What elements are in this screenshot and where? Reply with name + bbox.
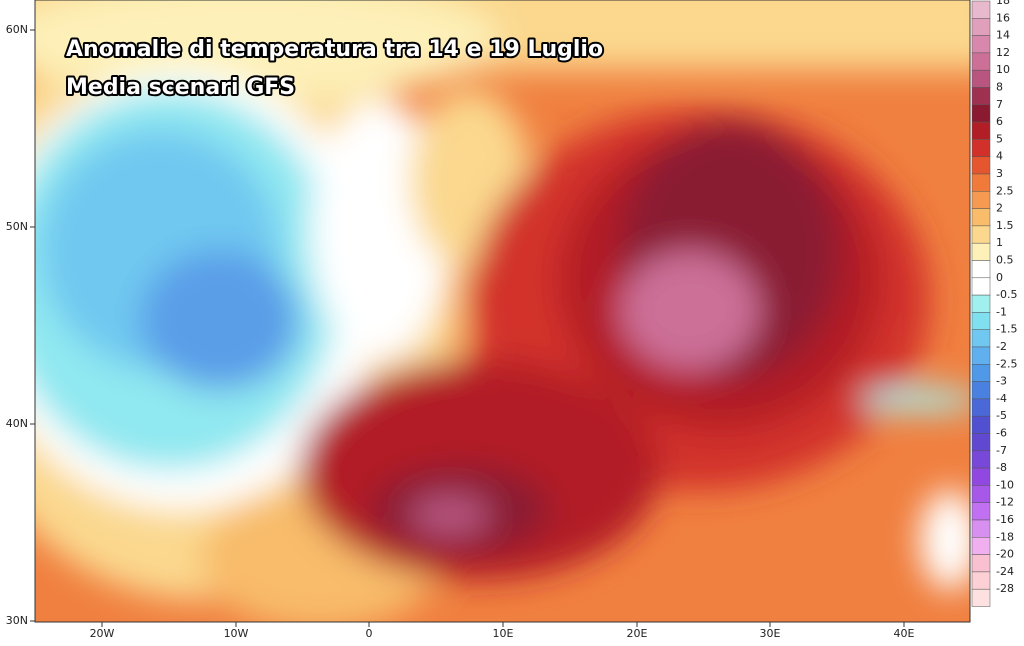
colorbar-box	[971, 537, 991, 555]
map-area	[35, 0, 970, 622]
colorbar-box	[971, 329, 991, 348]
colorbar-box	[971, 277, 991, 296]
colorbar-box	[971, 485, 991, 503]
colorbar-label: 14	[996, 29, 1010, 42]
colorbar-label: 0.5	[996, 254, 1014, 267]
colorbar-label: -1.5	[996, 323, 1017, 336]
colorbar-box	[971, 588, 991, 607]
colorbar-label: -10	[996, 478, 1014, 491]
colorbar-label: 2	[996, 202, 1003, 215]
colorbar-box	[971, 450, 991, 469]
colorbar-box	[971, 35, 991, 54]
colorbar-box	[971, 104, 991, 123]
colorbar-box	[971, 312, 991, 330]
colorbar-box	[971, 467, 991, 486]
colorbar-box	[971, 554, 991, 573]
colorbar-label: -3	[996, 375, 1007, 388]
colorbar-label: -24	[996, 565, 1014, 578]
colorbar-box	[971, 121, 991, 140]
anomaly-field	[35, 0, 970, 622]
lat-label: 50N	[6, 220, 28, 233]
lon-label: 10E	[493, 627, 514, 640]
lat-label: 60N	[6, 23, 28, 36]
colorbar-box	[971, 225, 991, 244]
colorbar-box	[971, 191, 991, 209]
colorbar-label: -5	[996, 409, 1007, 422]
colorbar-label: -7	[996, 444, 1007, 457]
field-med-core	[410, 495, 490, 535]
lat-label: 40N	[6, 417, 28, 430]
colorbar-label: 8	[996, 81, 1003, 94]
colorbar-label: 18	[996, 0, 1010, 7]
colorbar-box	[971, 294, 991, 313]
colorbar-box	[971, 260, 991, 279]
colorbar-box	[971, 381, 991, 400]
field-cold-3	[140, 250, 300, 390]
colorbar-label: 16	[996, 11, 1010, 24]
colorbar-label: -4	[996, 392, 1007, 405]
colorbar-label: -20	[996, 548, 1014, 561]
field-warm-core	[620, 250, 760, 370]
colorbar-label: -1	[996, 305, 1007, 318]
lon-label: 20E	[627, 627, 648, 640]
colorbar-label: 7	[996, 98, 1003, 111]
colorbar-box	[971, 156, 991, 175]
colorbar-label: -16	[996, 513, 1014, 526]
colorbar-box	[971, 69, 991, 88]
colorbar-box	[971, 415, 991, 434]
colorbar-box	[971, 242, 991, 261]
colorbar-box	[971, 433, 991, 452]
colorbar-label: 2.5	[996, 184, 1014, 197]
colorbar-box	[971, 398, 991, 417]
colorbar-box	[971, 571, 991, 590]
lat-label: 30N	[6, 614, 28, 627]
colorbar-label: 3	[996, 167, 1003, 180]
colorbar-label: -18	[996, 530, 1014, 543]
colorbar-label: -6	[996, 427, 1007, 440]
colorbar-box	[971, 0, 991, 19]
colorbar-label: 1	[996, 236, 1003, 249]
lon-label: 20W	[90, 627, 115, 640]
field-anatolia	[860, 388, 970, 412]
colorbar-label: -2	[996, 340, 1007, 353]
lon-label: 10W	[224, 627, 249, 640]
lon-label: 0	[366, 627, 373, 640]
colorbar-label: -28	[996, 582, 1014, 595]
colorbar-label: 1.5	[996, 219, 1014, 232]
colorbar-label: -0.5	[996, 288, 1017, 301]
colorbar-label: 0	[996, 271, 1003, 284]
colorbar-box	[971, 18, 991, 36]
colorbar-box	[971, 52, 991, 71]
colorbar-label: 10	[996, 63, 1010, 76]
colorbar-box	[971, 519, 991, 538]
colorbar-box	[971, 139, 991, 157]
colorbar-label: 12	[996, 46, 1010, 59]
colorbar-label: 4	[996, 150, 1003, 163]
colorbar-label: -12	[996, 496, 1014, 509]
colorbar-label: 6	[996, 115, 1003, 128]
field-levant	[920, 490, 970, 590]
lon-label: 40E	[894, 627, 915, 640]
colorbar-box	[971, 502, 991, 521]
colorbar-label: -8	[996, 461, 1007, 474]
colorbar-box	[971, 173, 991, 192]
title-line-1: Anomalie di temperatura tra 14 e 19 Lugl…	[66, 37, 603, 62]
colorbar-label: 5	[996, 132, 1003, 145]
colorbar-box	[971, 87, 991, 106]
colorbar-box	[971, 208, 991, 227]
colorbar-box	[971, 364, 991, 382]
colorbar-box	[971, 346, 991, 365]
title-line-2: Media scenari GFS	[66, 75, 295, 100]
colorbar-label: -2.5	[996, 357, 1017, 370]
lon-label: 30E	[760, 627, 781, 640]
